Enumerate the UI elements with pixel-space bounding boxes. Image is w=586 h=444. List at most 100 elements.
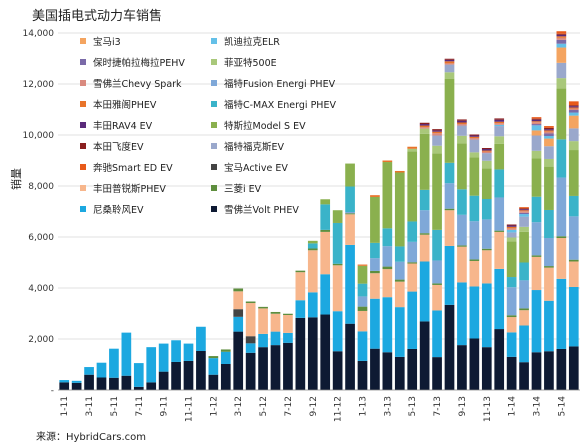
y-tick-label: 12,000 <box>23 80 55 90</box>
bar-segment <box>245 303 256 337</box>
bar-segment <box>544 126 554 128</box>
bar-segment <box>457 246 467 283</box>
x-tick-label: 3-11 <box>85 396 95 416</box>
bar-segment <box>494 136 505 144</box>
y-tick-label: 6,000 <box>28 233 54 243</box>
bar-segment <box>519 226 529 232</box>
bar-segment <box>444 58 455 60</box>
bar-segment <box>481 347 492 390</box>
bar-segment <box>357 264 368 266</box>
bar-segment <box>432 153 442 230</box>
y-tick-label: - <box>51 386 54 396</box>
legend-label: 福特C-MAX Energi PHEV <box>224 99 336 111</box>
bar-segment <box>568 105 579 107</box>
bar-segment <box>556 33 567 35</box>
bar-segment <box>419 261 430 322</box>
bar-segment <box>531 222 542 256</box>
x-tick-label: 1-11 <box>60 396 70 416</box>
bar-segment <box>407 291 418 349</box>
x-tick-label: 1-13 <box>359 396 369 416</box>
bar-segment <box>270 331 281 346</box>
bar-segment <box>494 230 505 232</box>
bar-segment <box>233 331 244 390</box>
bar-segment <box>494 329 505 390</box>
bar-segment <box>469 259 480 261</box>
bar-segment <box>544 133 554 137</box>
bar-segment <box>469 139 480 153</box>
bar-segment <box>544 130 554 132</box>
bar-segment <box>544 146 554 159</box>
bar-segment <box>419 122 430 125</box>
bar-segment <box>457 143 467 190</box>
legend-swatch <box>211 206 217 212</box>
bar-segment <box>469 138 480 140</box>
bar-segment <box>295 317 306 390</box>
bar-segment <box>568 216 579 260</box>
legend-swatch <box>80 38 86 44</box>
bar-segment <box>519 310 529 326</box>
bar-segment <box>419 321 430 390</box>
bar-segment <box>196 350 206 390</box>
bar-segment <box>270 313 281 332</box>
bar-segment <box>544 300 554 352</box>
bar-segment <box>133 363 144 387</box>
x-tick-label: 7-11 <box>135 396 145 416</box>
bar-segment <box>357 265 368 284</box>
bar-segment <box>469 157 480 196</box>
bar-segment <box>506 315 517 318</box>
bar-segment <box>407 262 418 264</box>
bar-segment <box>357 360 368 390</box>
bar-segment <box>121 375 132 390</box>
bar-segment <box>394 307 405 357</box>
bar-segment <box>382 297 393 353</box>
bar-segment <box>469 221 480 260</box>
bar-segment <box>444 210 455 246</box>
bar-segment <box>556 88 567 140</box>
legend-swatch <box>211 122 217 128</box>
bar-segment <box>568 112 579 116</box>
bar-segment <box>270 345 281 390</box>
bar-segment <box>295 270 306 273</box>
bar-segment <box>481 250 492 284</box>
x-tick-label: 9-12 <box>309 396 319 416</box>
x-tick-label: 3-12 <box>234 396 244 416</box>
bar-segment <box>544 266 554 268</box>
bar-segment <box>71 382 82 390</box>
bar-segment <box>370 348 380 390</box>
bar-segment <box>171 340 181 362</box>
bar-segment <box>544 267 554 301</box>
bar-segment <box>494 231 505 269</box>
bar-segment <box>457 345 467 390</box>
bar-segment <box>220 351 231 364</box>
bar-segment <box>295 272 306 301</box>
bar-segment <box>121 332 132 376</box>
legend-swatch <box>211 185 217 191</box>
y-tick-label: 4,000 <box>28 284 54 294</box>
legend-label: 雪佛兰Chevy Spark <box>93 78 182 90</box>
bar-segment <box>519 214 529 217</box>
bar-segment <box>481 160 492 169</box>
bar-segment <box>506 241 517 278</box>
bar-segment <box>469 338 480 390</box>
bar-segment <box>258 306 268 309</box>
bar-segment <box>419 189 430 211</box>
legend-swatch <box>211 143 217 149</box>
bar-segment <box>345 244 355 324</box>
bar-segment <box>84 367 94 375</box>
x-tick-label: 7-13 <box>433 396 443 416</box>
bar-segment <box>307 240 318 244</box>
bar-segment <box>556 348 567 390</box>
bar-segment <box>345 186 355 213</box>
bar-segment <box>394 170 405 173</box>
bar-segment <box>357 283 368 297</box>
bar-segment <box>481 199 492 220</box>
bar-segment <box>494 123 505 125</box>
bar-segment <box>481 151 492 154</box>
bar-segment <box>531 117 542 119</box>
bar-segment <box>568 106 579 108</box>
bar-segment <box>432 310 442 358</box>
bar-segment <box>531 158 542 197</box>
bar-segment <box>556 39 567 44</box>
bar-segment <box>531 125 542 131</box>
legend: 宝马i3 凯迪拉克ELR 保时捷帕拉梅拉PEHV 菲亚特500E 雪佛兰Chevy Sp… <box>80 36 336 216</box>
